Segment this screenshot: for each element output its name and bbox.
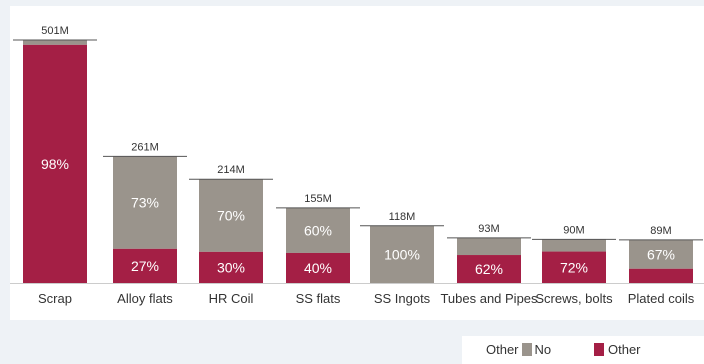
- data-label-no: 70%: [217, 208, 245, 224]
- category-label: Screws, bolts: [535, 291, 613, 306]
- bar-segment-no: [457, 237, 521, 256]
- total-label: 261M: [131, 141, 159, 153]
- legend: Other No Other: [462, 336, 704, 364]
- legend-no-swatch: [521, 343, 532, 356]
- bar-segment-other: [199, 251, 263, 283]
- legend-no-prefix: Other: [486, 342, 519, 357]
- data-label-no: 67%: [647, 246, 675, 262]
- legend-other-swatch: [594, 343, 604, 356]
- bar-segment-no: [113, 156, 177, 249]
- category-label: SS flats: [296, 291, 341, 306]
- bar-segment-no: [629, 239, 693, 269]
- data-label-other: 72%: [560, 259, 588, 275]
- data-label-no: 100%: [384, 246, 420, 262]
- data-label-other: 27%: [131, 258, 159, 274]
- total-label: 90M: [563, 224, 584, 236]
- total-label: 118M: [389, 211, 416, 223]
- data-label-no: 73%: [131, 195, 159, 211]
- legend-item-other: Other: [594, 342, 641, 357]
- total-label: 501M: [41, 25, 69, 37]
- legend-other-label: Other: [608, 342, 641, 357]
- category-label: Plated coils: [628, 291, 695, 306]
- total-label: 93M: [478, 223, 499, 235]
- category-label: SS Ingots: [374, 291, 431, 306]
- plot-area: 501M 98% Scrap 261M 27% 73% Alloy flats 214M 30%…: [10, 6, 704, 320]
- bar-segment-other: [286, 252, 350, 283]
- category-label: Alloy flats: [117, 291, 173, 306]
- legend-no-label: No: [534, 342, 552, 357]
- bar-segment-no: [23, 40, 87, 45]
- data-label-other: 30%: [217, 259, 245, 275]
- total-label: 155M: [304, 193, 332, 205]
- bar-segment-no: [199, 179, 263, 252]
- bar-segment-other: [23, 44, 87, 283]
- bar-segment-other: [542, 251, 606, 283]
- data-label-other: 62%: [475, 261, 503, 277]
- bar-segment-no: [542, 239, 606, 252]
- category-label: HR Coil: [209, 291, 254, 306]
- bar-segment-no: [286, 207, 350, 253]
- bar-segment-other: [113, 248, 177, 283]
- category-label: Tubes and Pipes: [440, 291, 538, 306]
- stacked-bar-chart: 501M 98% Scrap 261M 27% 73% Alloy flats 214M 30%…: [10, 25, 704, 306]
- bar-segment-other: [457, 255, 521, 283]
- data-label-no: 60%: [304, 222, 332, 238]
- bar-segment-other: [629, 268, 693, 283]
- category-label: Scrap: [38, 291, 72, 306]
- total-label: 89M: [650, 225, 671, 237]
- bar-segment-no: [370, 225, 434, 283]
- total-label: 214M: [217, 164, 245, 176]
- data-label-other: 98%: [41, 156, 69, 172]
- legend-item-no: Other No: [486, 342, 551, 357]
- data-label-other: 40%: [304, 260, 332, 276]
